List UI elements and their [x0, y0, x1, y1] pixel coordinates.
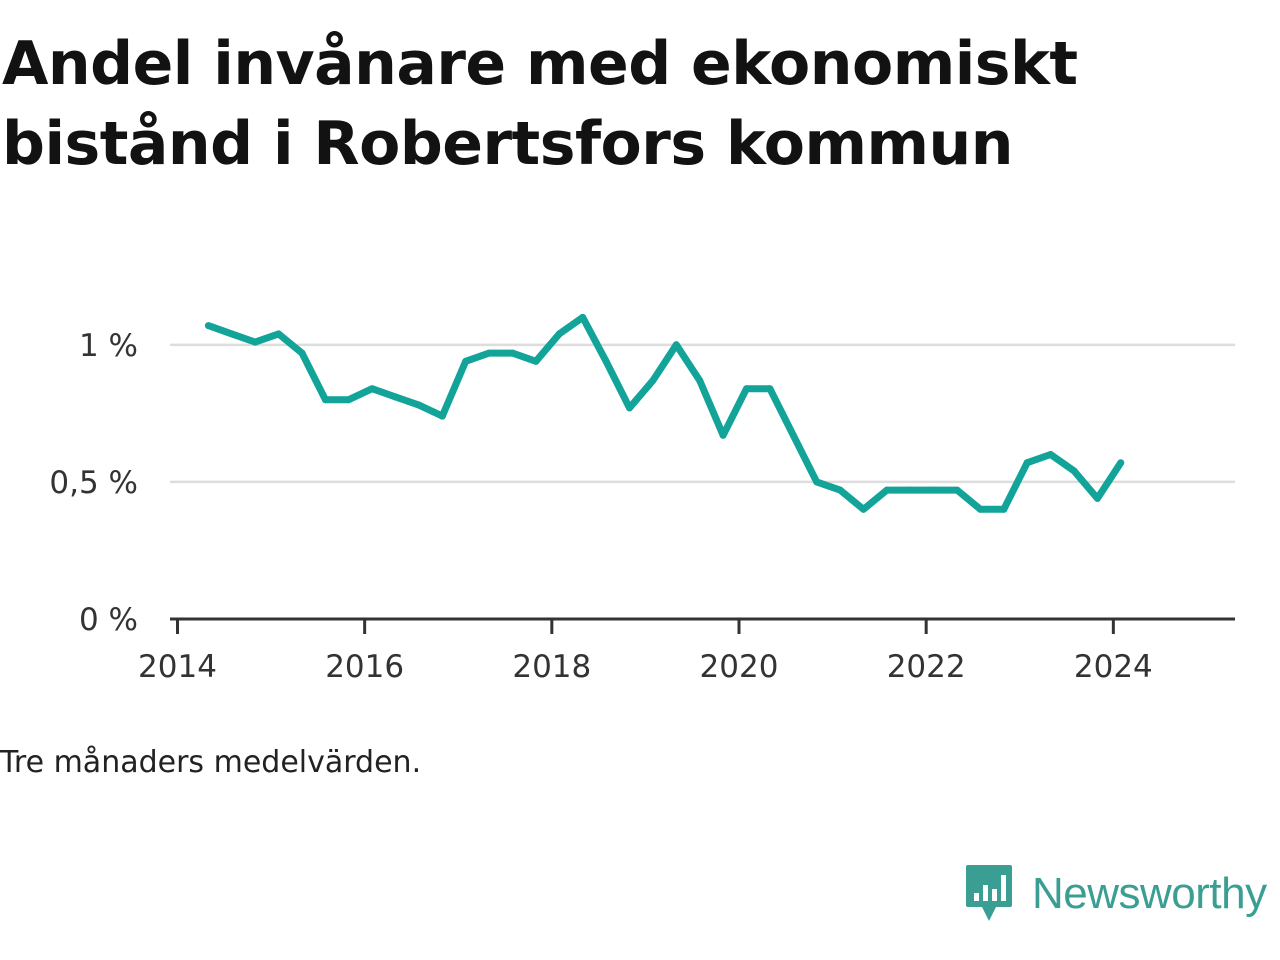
data-point	[438, 412, 446, 420]
data-point	[743, 385, 750, 393]
data-point	[626, 404, 633, 412]
chart-title: Andel invånare med ekonomiskt bistånd i …	[2, 29, 1078, 179]
x-tick-label: 2014	[138, 649, 217, 685]
chart-note: Tre månaders medelvärden.	[0, 745, 422, 780]
data-point	[298, 349, 306, 357]
y-axis-labels: 0 % 0,5 % 1 %	[49, 328, 138, 638]
data-point	[766, 385, 774, 393]
brand-logo[interactable]: Newsworthy	[964, 862, 1267, 926]
data-point	[930, 486, 938, 494]
y-tick-label: 1 %	[79, 328, 138, 364]
data-point	[509, 349, 516, 357]
data-point	[906, 486, 914, 494]
data-point	[392, 393, 399, 401]
bar-chart-speech-bubble-icon	[966, 865, 1012, 921]
x-tick-label: 2020	[700, 649, 779, 685]
x-tick-label: 2024	[1074, 649, 1153, 685]
data-point	[1023, 459, 1031, 467]
data-point	[1070, 467, 1078, 475]
data-point	[485, 349, 493, 357]
data-point	[345, 396, 353, 404]
data-point	[251, 338, 259, 346]
data-point	[696, 377, 704, 384]
line-chart: 2014 2016 2018 2020 2022 2024 0 % 0,5 % 1 %	[49, 313, 1235, 685]
x-tick-label: 2016	[325, 649, 404, 685]
data-point	[415, 401, 423, 409]
x-tick-label: 2018	[512, 649, 591, 685]
data-point	[368, 385, 376, 393]
data-point	[1093, 494, 1101, 502]
data-point	[789, 431, 797, 439]
data-point	[602, 357, 610, 365]
data-point	[532, 357, 540, 365]
data-point	[953, 486, 961, 494]
series-line	[207, 313, 1124, 513]
data-point	[860, 505, 867, 513]
data-point	[204, 322, 212, 330]
data-point	[813, 478, 821, 486]
data-point	[719, 431, 727, 439]
data-point	[1047, 451, 1055, 458]
x-axis: 2014 2016 2018 2020 2022 2024	[138, 617, 1235, 685]
data-point	[883, 486, 891, 494]
data-point	[976, 505, 984, 513]
data-point	[275, 330, 283, 338]
data-point	[649, 377, 657, 384]
data-point	[1117, 459, 1125, 467]
x-tick-label: 2022	[887, 649, 966, 685]
data-point	[1000, 505, 1008, 513]
data-point	[462, 357, 470, 365]
y-tick-label: 0 %	[79, 602, 138, 638]
data-point	[579, 313, 587, 321]
grid-lines	[170, 343, 1235, 484]
data-point	[672, 341, 680, 349]
brand-name: Newsworthy	[1032, 869, 1267, 918]
data-point	[555, 330, 563, 338]
data-point	[228, 330, 236, 338]
data-point	[836, 486, 844, 494]
series-layer	[204, 313, 1125, 513]
data-point	[321, 396, 329, 404]
y-tick-label: 0,5 %	[49, 465, 138, 501]
